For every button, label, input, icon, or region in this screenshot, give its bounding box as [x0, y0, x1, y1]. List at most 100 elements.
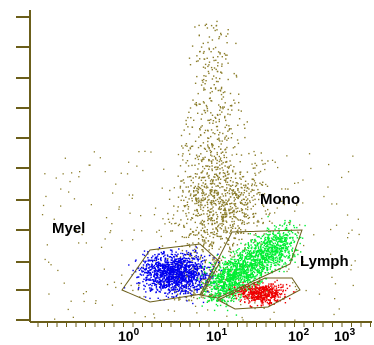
mono-event [248, 251, 251, 254]
mono-event [222, 266, 225, 269]
event-dot [255, 212, 257, 215]
myel-event [195, 280, 197, 282]
event-dot [271, 222, 273, 224]
event-dot [211, 245, 213, 247]
myel-event [176, 254, 178, 257]
event-dot [215, 173, 217, 175]
lymph-event [261, 288, 264, 291]
myel-event [166, 269, 168, 271]
event-dot [232, 189, 235, 191]
event-dot [206, 165, 208, 167]
event-dot [216, 192, 218, 194]
myel-event [180, 281, 182, 283]
mono-event [281, 225, 284, 227]
mono-event [285, 246, 288, 248]
myel-event [140, 274, 143, 276]
mono-event [227, 263, 229, 265]
mono-event [269, 242, 271, 244]
event-dot [216, 194, 218, 196]
event-dot [208, 295, 210, 297]
myel-event [166, 260, 168, 262]
event-dot [258, 172, 260, 174]
mono-event [288, 243, 291, 245]
mono-event [292, 237, 294, 239]
myel-event [146, 276, 148, 278]
mono-event [281, 250, 284, 252]
myel-event [164, 274, 166, 277]
myel-event [203, 259, 206, 261]
event-dot [210, 150, 213, 153]
mono-event [273, 246, 276, 249]
myel-event [138, 286, 140, 289]
mono-event [224, 263, 226, 266]
myel-event [195, 286, 197, 288]
mono-event [240, 296, 242, 298]
event-dot [224, 149, 226, 151]
mono-event [273, 254, 275, 256]
event-dot [218, 37, 220, 40]
mono-event [256, 275, 258, 277]
event-dot [253, 189, 255, 191]
event-dot [198, 200, 200, 203]
event-dot [194, 245, 197, 247]
lymph-event [239, 290, 241, 292]
mono-event [258, 270, 260, 273]
event-dot [187, 218, 189, 220]
event-dot [199, 129, 201, 131]
mono-event [284, 243, 287, 245]
mono-event [244, 272, 246, 275]
mono-event [266, 244, 268, 247]
myel-event [155, 287, 158, 289]
mono-event [229, 277, 232, 280]
myel-event [184, 292, 187, 295]
lymph-event [264, 294, 267, 296]
event-dot [68, 191, 70, 193]
event-dot [88, 164, 90, 166]
mono-event [210, 288, 213, 290]
event-dot [193, 119, 195, 121]
event-dot [256, 193, 258, 195]
event-dot [157, 283, 159, 285]
myel-event [160, 285, 162, 287]
myel-event [207, 291, 209, 293]
event-dot [226, 202, 228, 204]
event-dot [197, 190, 199, 192]
mono-event [263, 240, 265, 243]
event-dot [294, 319, 296, 321]
event-dot [214, 87, 217, 89]
mono-event [229, 287, 231, 289]
mono-event [227, 279, 230, 282]
mono-event [235, 284, 237, 286]
mono-event [230, 266, 233, 268]
myel-event [157, 265, 159, 267]
myel-event [181, 278, 183, 281]
event-dot [260, 152, 262, 154]
myel-event [178, 261, 180, 264]
event-dot [207, 186, 209, 189]
myel-event [190, 253, 192, 256]
event-dot [45, 195, 47, 198]
event-dot [214, 157, 217, 159]
event-dot [292, 282, 294, 284]
event-dot [212, 132, 214, 134]
mono-event [272, 255, 274, 258]
event-dot [201, 204, 203, 206]
mono-event [262, 251, 264, 253]
event-dot [234, 237, 236, 240]
mono-event [214, 294, 216, 296]
event-dot [209, 192, 211, 195]
mono-event [262, 257, 264, 259]
myel-event [198, 272, 200, 275]
mono-event [255, 258, 258, 261]
event-dot [191, 260, 193, 262]
myel-event [149, 278, 151, 280]
mono-event [275, 264, 277, 267]
mono-event [239, 252, 242, 254]
event-dot [90, 204, 92, 206]
mono-event [226, 276, 228, 279]
mono-event [261, 243, 263, 245]
myel-event [192, 257, 195, 259]
myel-event [203, 277, 205, 280]
event-dot [241, 209, 243, 212]
mono-event [257, 250, 260, 252]
